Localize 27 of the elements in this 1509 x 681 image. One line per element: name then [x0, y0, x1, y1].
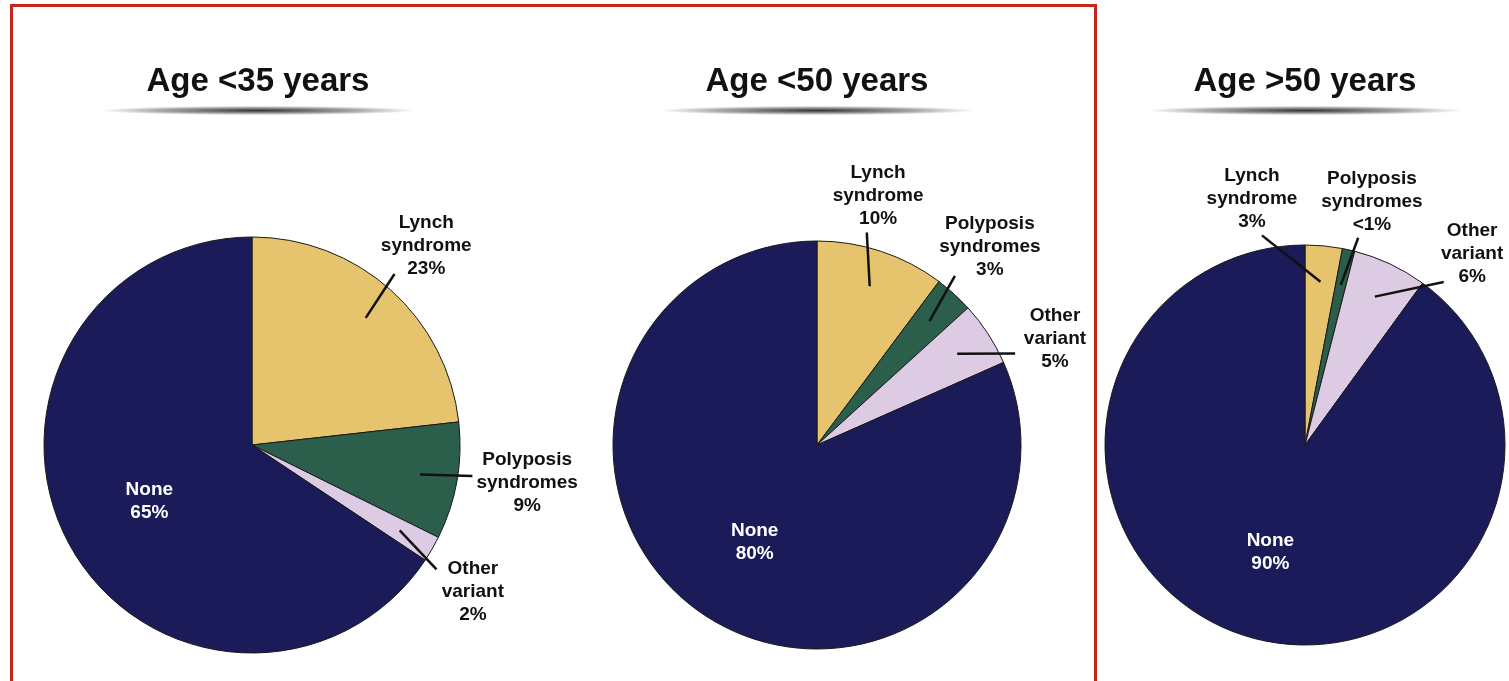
chart-title: Age <50 years [704, 60, 930, 100]
slice-label: None [730, 518, 779, 540]
data-label: 10% [859, 207, 898, 229]
slice-label: Polyposis syndromes [476, 447, 578, 492]
slice-label: Other variant [441, 557, 505, 602]
data-label: 90% [1251, 552, 1290, 574]
data-label: 65% [130, 500, 169, 522]
slice-label: Polyposis syndromes [1321, 166, 1423, 211]
slice-label: None [1246, 529, 1295, 551]
data-label: 80% [735, 541, 774, 563]
slice-label: Other variant [1440, 219, 1504, 264]
chart-title: Age >50 years [1192, 60, 1418, 100]
data-label: 3% [1238, 210, 1266, 232]
slice-label: Lynch syndrome [1206, 164, 1298, 209]
chart-title: Age <35 years [145, 60, 371, 100]
data-label: <1% [1352, 212, 1392, 234]
data-label: 2% [459, 603, 487, 625]
slice-label: Lynch syndrome [832, 161, 924, 206]
slice-label: Lynch syndrome [380, 210, 472, 255]
slice-label: Polyposis syndromes [939, 212, 1041, 257]
slice-label: None [125, 477, 174, 499]
data-label: 6% [1458, 265, 1486, 287]
data-label: 5% [1041, 349, 1069, 371]
slice-label: Other variant [1023, 303, 1087, 348]
data-label: 3% [976, 258, 1004, 280]
data-label: 23% [407, 256, 446, 278]
data-label: 9% [513, 493, 541, 515]
